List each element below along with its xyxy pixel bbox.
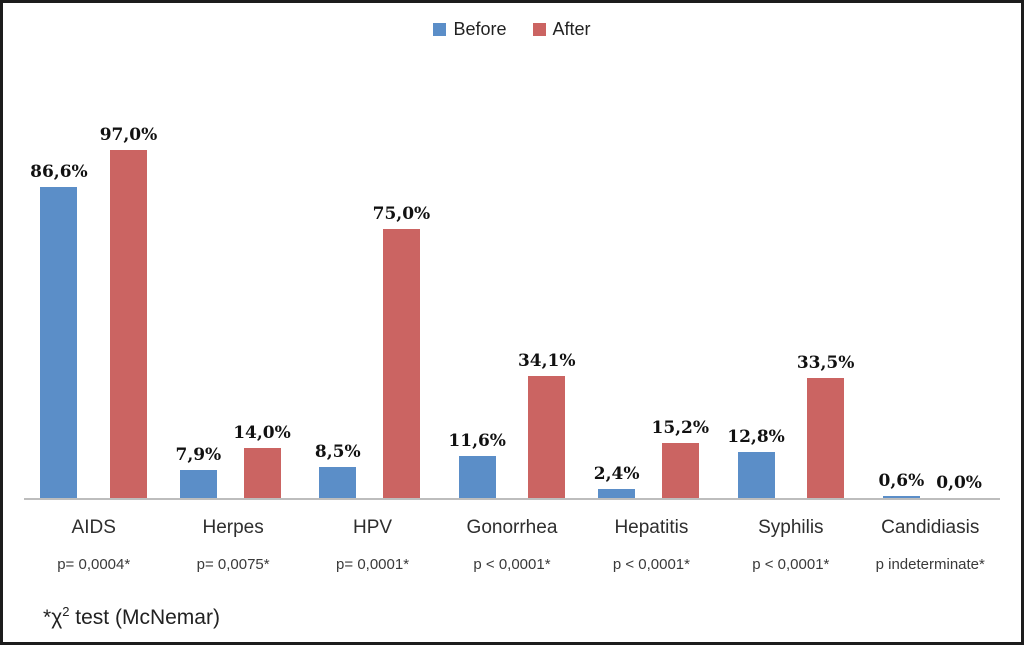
value-label: 34,1% — [517, 351, 576, 371]
value-label: 11,6% — [448, 431, 506, 451]
value-label: 12,8% — [727, 427, 785, 447]
bar-before — [598, 489, 636, 498]
bar-after — [109, 150, 147, 498]
category-group: 11,6% 34,1% Gonorrhea p < 0,0001* — [442, 58, 581, 573]
value-label: 97,0% — [99, 125, 158, 145]
category-label: Gonorrhea — [466, 517, 558, 538]
p-value-label: p < 0,0001* — [752, 556, 830, 573]
after-swatch-icon — [532, 23, 546, 36]
bar-pair: 12,8% 33,5% — [727, 58, 854, 498]
value-label: 86,6% — [30, 162, 88, 182]
bar-before — [737, 452, 775, 498]
bar-with-label: 12,8% — [727, 429, 785, 498]
legend-label-after: After — [552, 19, 591, 39]
category-group: 0,6% 0,0% Candidiasis p indeterminate* — [861, 58, 1000, 573]
before-swatch-icon — [433, 23, 447, 36]
footnote: *χ2 test (McNemar) — [43, 604, 220, 630]
bar-before — [179, 470, 217, 498]
value-label: 0,6% — [878, 471, 925, 491]
legend: Before After — [3, 3, 1021, 43]
value-label: 33,5% — [796, 353, 855, 373]
bar-with-label: 97,0% — [99, 125, 158, 498]
bar-before — [458, 456, 496, 498]
bar-before — [319, 467, 357, 498]
p-value-label: p= 0,0001* — [336, 556, 410, 573]
bar-with-label: 86,6% — [30, 164, 88, 498]
value-label: 2,4% — [593, 464, 640, 484]
bar-pair: 7,9% 14,0% — [175, 58, 291, 498]
p-value-label: p= 0,0075* — [196, 556, 270, 573]
value-label: 14,0% — [233, 423, 291, 443]
bar-after — [243, 448, 281, 498]
bar-after — [528, 376, 566, 498]
bar-after — [661, 443, 699, 498]
category-label: Hepatitis — [614, 517, 689, 538]
value-label: 0,0% — [936, 473, 982, 493]
bar-pair: 8,5% 75,0% — [315, 58, 430, 498]
value-label: 75,0% — [372, 204, 431, 224]
category-group: 8,5% 75,0% HPV p= 0,0001* — [303, 58, 442, 573]
bar-groups: 86,6% 97,0% AIDS p= 0,0004* 7,9% 14,0% Herpes p… — [24, 58, 1000, 573]
plot-area: 86,6% 97,0% AIDS p= 0,0004* 7,9% 14,0% Herpes p… — [24, 58, 1000, 572]
bar-pair: 11,6% 34,1% — [448, 58, 576, 498]
value-label: 15,2% — [651, 418, 710, 438]
bar-with-label: 2,4% — [593, 464, 640, 498]
bar-pair: 86,6% 97,0% — [30, 58, 157, 498]
footnote-text: test (McNemar) — [69, 606, 220, 629]
bar-with-label: 34,1% — [518, 353, 576, 498]
footnote-star: * — [43, 606, 52, 629]
bar-after — [382, 229, 420, 498]
bar-before — [882, 496, 920, 498]
bar-with-label: 33,5% — [796, 353, 855, 498]
bar-with-label: 0,6% — [878, 471, 925, 498]
legend-label-before: Before — [453, 19, 507, 39]
bar-with-label: 75,0% — [372, 204, 431, 498]
bar-with-label: 8,5% — [315, 444, 361, 498]
category-label: AIDS — [71, 517, 116, 538]
category-label: Syphilis — [758, 517, 824, 538]
category-group: 86,6% 97,0% AIDS p= 0,0004* — [24, 58, 163, 573]
footnote-chi: χ — [51, 606, 63, 629]
p-value-label: p < 0,0001* — [612, 556, 690, 573]
category-label: HPV — [353, 517, 393, 538]
value-label: 7,9% — [175, 445, 222, 465]
bar-pair: 0,6% 0,0% — [879, 58, 982, 498]
category-label: Herpes — [202, 517, 264, 538]
legend-item-before: Before — [433, 19, 507, 40]
p-value-label: p= 0,0004* — [57, 556, 131, 573]
bar-with-label: 15,2% — [651, 420, 709, 498]
bar-pair: 2,4% 15,2% — [594, 58, 709, 498]
bar-after — [807, 378, 845, 498]
value-label: 8,5% — [314, 442, 361, 462]
p-value-label: p indeterminate* — [875, 556, 985, 573]
category-group: 2,4% 15,2% Hepatitis p < 0,0001* — [582, 58, 721, 573]
bar-with-label: 14,0% — [233, 425, 291, 498]
x-axis-line — [24, 498, 1000, 500]
legend-item-after: After — [532, 19, 591, 40]
bar-with-label: 0,0% — [936, 475, 982, 498]
bar-with-label: 11,6% — [448, 433, 506, 498]
footnote-exponent: 2 — [62, 604, 70, 619]
category-group: 7,9% 14,0% Herpes p= 0,0075* — [163, 58, 302, 573]
category-label: Candidiasis — [881, 517, 980, 538]
category-group: 12,8% 33,5% Syphilis p < 0,0001* — [721, 58, 860, 573]
bar-before — [40, 187, 78, 498]
bar-with-label: 7,9% — [175, 447, 221, 498]
p-value-label: p < 0,0001* — [473, 556, 551, 573]
